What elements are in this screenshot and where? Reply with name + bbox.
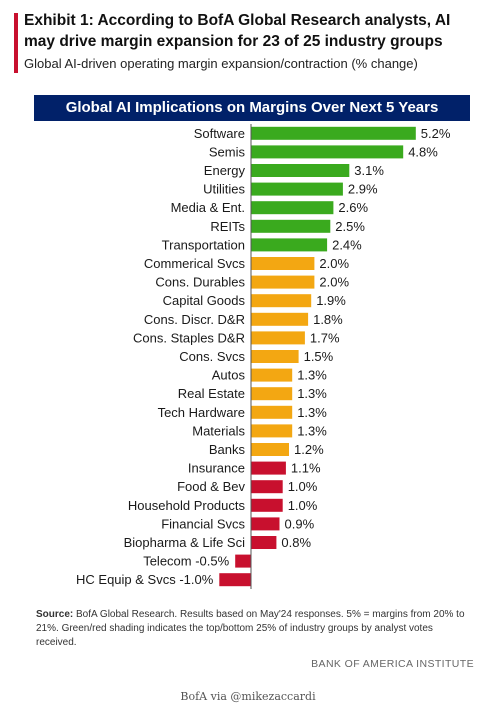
category-label-4: Media & Ent. — [171, 200, 245, 215]
value-label-13: 1.3% — [297, 368, 327, 383]
bar-17 — [251, 443, 289, 456]
bar-1 — [251, 145, 404, 159]
bar-8 — [251, 275, 315, 289]
bar-12 — [251, 350, 299, 363]
category-label-2: Energy — [204, 163, 246, 178]
bar-19 — [251, 480, 283, 494]
bar-10 — [251, 312, 309, 326]
value-label-16: 1.3% — [297, 423, 327, 438]
bar-chart: Software 5.2% Semis 4.8% Energy 3.1% Utilities… — [76, 124, 451, 589]
category-label-17: Banks — [209, 442, 246, 457]
bar-22 — [251, 536, 277, 549]
value-label-3: 2.9% — [348, 182, 378, 197]
category-label-13: Autos — [212, 368, 246, 383]
value-label-17: 1.2% — [294, 442, 324, 457]
bar-11 — [251, 331, 305, 345]
credit-link[interactable]: BofA via @mikezaccardi — [180, 690, 316, 703]
value-label-7: 2.0% — [319, 256, 349, 271]
value-label-19: 1.0% — [288, 479, 318, 494]
bar-20 — [251, 498, 283, 512]
institute-logo-text: BANK OF AMERICA INSTITUTE — [311, 658, 474, 670]
bar-0 — [251, 126, 416, 140]
exhibit-title: Exhibit 1: According to BofA Global Rese… — [24, 12, 451, 50]
value-label-10: 1.8% — [313, 312, 343, 327]
bar-16 — [251, 424, 293, 438]
bar-5 — [251, 219, 331, 233]
category-label-0: Software — [194, 126, 245, 141]
exhibit-subtitle: Global AI-driven operating margin expans… — [24, 56, 418, 71]
bar-6 — [251, 238, 328, 252]
value-label-18: 1.1% — [291, 461, 321, 476]
category-label-15: Tech Hardware — [158, 405, 245, 420]
accent-bar — [14, 13, 18, 73]
category-label-23: Telecom -0.5% — [143, 554, 229, 569]
category-label-11: Cons. Staples D&R — [133, 330, 245, 345]
value-label-9: 1.9% — [316, 293, 346, 308]
bar-2 — [251, 164, 350, 177]
bar-4 — [251, 201, 334, 215]
source-note: Source: BofA Global Research. Results ba… — [36, 608, 476, 650]
bar-13 — [251, 368, 293, 382]
value-label-20: 1.0% — [288, 498, 318, 513]
bar-21 — [251, 517, 280, 531]
value-label-11: 1.7% — [310, 330, 340, 345]
value-label-14: 1.3% — [297, 386, 327, 401]
value-label-8: 2.0% — [319, 275, 349, 290]
bar-3 — [251, 182, 343, 196]
category-label-18: Insurance — [188, 461, 245, 476]
bar-14 — [251, 387, 293, 401]
bar-9 — [251, 294, 312, 308]
source-text: BofA Global Research. Results based on M… — [36, 609, 465, 648]
value-label-0: 5.2% — [421, 126, 451, 141]
value-label-6: 2.4% — [332, 237, 362, 252]
value-label-15: 1.3% — [297, 405, 327, 420]
category-label-7: Commerical Svcs — [144, 256, 246, 271]
bar-15 — [251, 405, 293, 419]
category-label-5: REITs — [210, 219, 245, 234]
category-label-20: Household Products — [128, 498, 246, 513]
category-label-1: Semis — [209, 144, 246, 159]
category-label-16: Materials — [192, 423, 245, 438]
bar-7 — [251, 257, 315, 270]
bar-18 — [251, 461, 286, 475]
value-label-5: 2.5% — [335, 219, 365, 234]
value-label-21: 0.9% — [285, 516, 315, 531]
value-label-2: 3.1% — [354, 163, 384, 178]
category-label-10: Cons. Discr. D&R — [144, 312, 245, 327]
category-label-8: Cons. Durables — [155, 275, 245, 290]
category-label-9: Capital Goods — [163, 293, 246, 308]
bar-23 — [235, 554, 251, 568]
value-label-1: 4.8% — [408, 144, 438, 159]
value-label-4: 2.6% — [338, 200, 368, 215]
category-label-14: Real Estate — [178, 386, 245, 401]
category-label-3: Utilities — [203, 182, 245, 197]
source-label: Source: — [36, 609, 74, 620]
bar-24 — [219, 573, 251, 587]
category-label-24: HC Equip & Svcs -1.0% — [76, 572, 214, 587]
value-label-12: 1.5% — [304, 349, 334, 364]
value-label-22: 0.8% — [281, 535, 311, 550]
category-label-21: Financial Svcs — [161, 516, 245, 531]
category-label-12: Cons. Svcs — [179, 349, 245, 364]
category-label-22: Biopharma & Life Sci — [124, 535, 246, 550]
chart-title: Global AI Implications on Margins Over N… — [34, 95, 470, 121]
category-label-19: Food & Bev — [177, 479, 245, 494]
category-label-6: Transportation — [162, 237, 245, 252]
